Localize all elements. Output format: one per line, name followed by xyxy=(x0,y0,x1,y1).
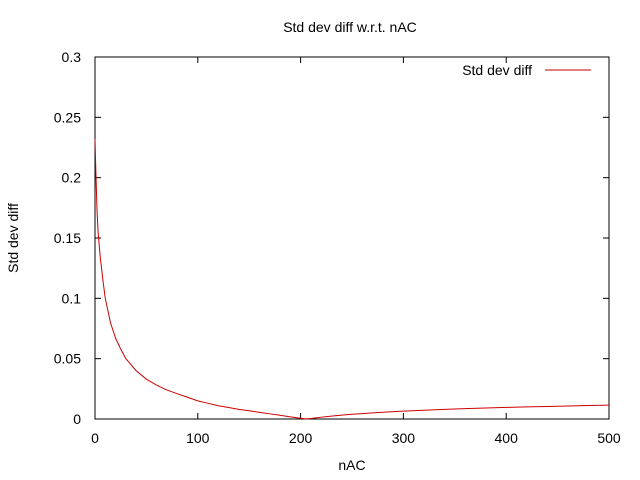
x-tick-label: 300 xyxy=(392,430,416,446)
y-tick-label: 0.15 xyxy=(54,230,81,246)
x-axis-label: nAC xyxy=(338,457,365,473)
axis-ticks: 0 100 200 300 400 500 0 0.05 0.1 0.15 0.2 0.25 0.3 xyxy=(54,49,621,446)
y-tick-label: 0.25 xyxy=(54,109,81,125)
legend: Std dev diff xyxy=(462,62,591,78)
x-tick-label: 100 xyxy=(186,430,210,446)
x-tick-label: 200 xyxy=(289,430,313,446)
legend-label: Std dev diff xyxy=(462,62,532,78)
x-tick-label: 400 xyxy=(495,430,519,446)
y-tick-label: 0.1 xyxy=(62,290,82,306)
y-tick-label: 0.05 xyxy=(54,351,81,367)
y-tick-label: 0.3 xyxy=(62,49,82,65)
x-tick-label: 0 xyxy=(91,430,99,446)
chart-title: Std dev diff w.r.t. nAC xyxy=(283,19,417,35)
x-tick-label: 500 xyxy=(597,430,621,446)
series-line xyxy=(94,139,610,420)
series-layer xyxy=(94,139,610,420)
plot-frame xyxy=(94,56,610,420)
y-tick-label: 0 xyxy=(73,411,81,427)
y-axis-label: Std dev diff xyxy=(5,203,21,273)
y-tick-label: 0.2 xyxy=(62,170,82,186)
